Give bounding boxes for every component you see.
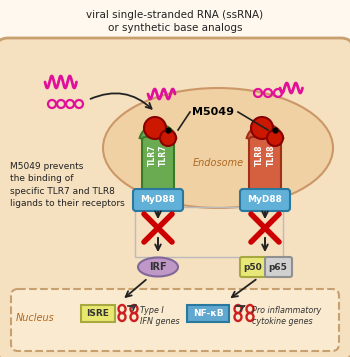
FancyBboxPatch shape (265, 257, 292, 277)
FancyBboxPatch shape (81, 305, 115, 322)
Circle shape (251, 117, 273, 139)
Text: NF-κB: NF-κB (193, 308, 223, 317)
Text: viral single-stranded RNA (ssRNA)
or synthetic base analogs: viral single-stranded RNA (ssRNA) or syn… (86, 10, 264, 33)
FancyBboxPatch shape (142, 137, 174, 195)
Circle shape (267, 130, 283, 146)
Text: Nucleus: Nucleus (16, 313, 54, 323)
FancyBboxPatch shape (240, 257, 267, 277)
FancyBboxPatch shape (240, 189, 290, 211)
Text: p65: p65 (268, 262, 287, 272)
Text: Endosome: Endosome (193, 158, 244, 168)
Circle shape (160, 130, 176, 146)
Text: p50: p50 (244, 262, 262, 272)
Wedge shape (140, 124, 176, 143)
FancyBboxPatch shape (11, 289, 339, 351)
FancyBboxPatch shape (249, 137, 281, 195)
Ellipse shape (138, 257, 178, 277)
Wedge shape (247, 124, 284, 143)
Text: Type I
IFN genes: Type I IFN genes (140, 306, 180, 326)
Text: TLR8: TLR8 (254, 144, 264, 166)
Ellipse shape (103, 88, 333, 208)
Text: ISRE: ISRE (86, 308, 110, 317)
Text: MyD88: MyD88 (141, 196, 175, 205)
FancyBboxPatch shape (187, 305, 229, 322)
FancyBboxPatch shape (0, 38, 350, 357)
Text: IRF: IRF (149, 262, 167, 272)
FancyBboxPatch shape (133, 189, 183, 211)
Text: TLR7: TLR7 (147, 144, 156, 166)
Text: TLR7: TLR7 (159, 144, 168, 166)
Text: M5049: M5049 (192, 107, 234, 117)
Text: TLR8: TLR8 (266, 144, 275, 166)
Text: Pro inflammatory
cytokine genes: Pro inflammatory cytokine genes (252, 306, 321, 326)
Text: MyD88: MyD88 (247, 196, 282, 205)
Text: M5049 prevents
the binding of
specific TLR7 and TLR8
ligands to their receptors: M5049 prevents the binding of specific T… (10, 162, 125, 208)
Circle shape (144, 117, 166, 139)
